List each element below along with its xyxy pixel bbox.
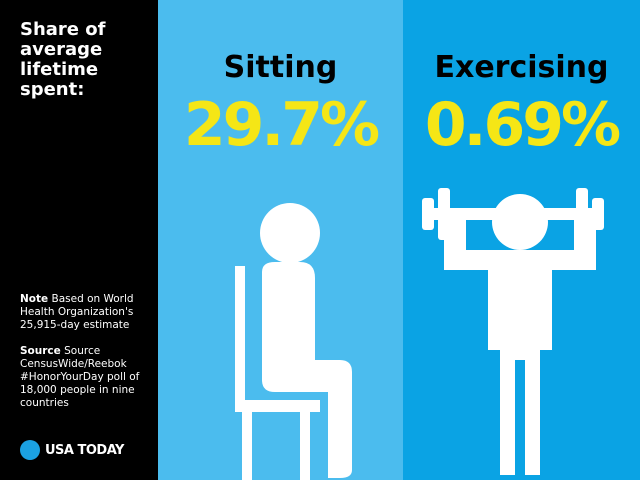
sitting-icon [235, 203, 352, 480]
exercising-icon [422, 188, 604, 475]
source: Source Source CensusWide/Reebok #HonorYo… [20, 345, 150, 410]
logo-text: USA TODAY [45, 442, 124, 458]
sidebar-title: Share of average lifetime spent: [20, 19, 106, 100]
logo: USA TODAY [20, 440, 124, 460]
note-text: Based on World Health Organization's 25,… [20, 293, 134, 331]
source-text: Source CensusWide/Reebok #HonorYourDay p… [20, 345, 140, 409]
panel-value: 0.69% [424, 90, 621, 160]
logo-dot [20, 440, 40, 460]
source-label: Source [20, 345, 61, 357]
note-label: Note [20, 293, 49, 305]
sidebar: Share of average lifetime spent: Note Ba… [0, 0, 158, 480]
panel-label: Exercising [434, 50, 609, 85]
panel-label: Sitting [223, 50, 338, 85]
panel-value: 29.7% [183, 90, 380, 160]
note: Note Based on World Health Organization'… [20, 293, 150, 332]
